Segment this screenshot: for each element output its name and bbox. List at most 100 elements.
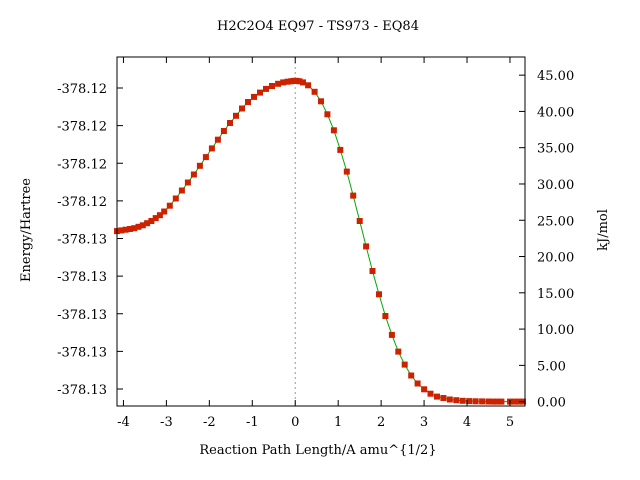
right-tick-label: 35.00 xyxy=(537,142,574,157)
data-point xyxy=(421,386,428,393)
data-point xyxy=(427,390,434,397)
data-point xyxy=(131,225,138,232)
left-tick-label: -378.12 xyxy=(57,195,107,210)
data-point xyxy=(356,218,363,224)
left-tick-label: -378.13 xyxy=(57,233,107,248)
data-point xyxy=(408,372,415,379)
right-tick-label: 15.00 xyxy=(537,287,574,302)
right-tick-label: 5.00 xyxy=(537,359,566,374)
tick-layer: -4 -3 -2 -1 0 1 2 3 4 5 45.00 40.00 35.00 30.00 25.00 2… xyxy=(57,57,574,430)
data-point xyxy=(489,398,496,405)
data-point xyxy=(440,395,447,401)
data-point xyxy=(208,145,215,152)
data-point xyxy=(388,331,395,338)
data-point xyxy=(311,88,318,95)
data-point xyxy=(152,215,159,222)
data-point xyxy=(275,80,282,87)
x-tick-label: 5 xyxy=(506,415,514,430)
data-point xyxy=(343,168,350,175)
data-point xyxy=(498,398,505,405)
x-tick-label: 0 xyxy=(291,415,299,430)
data-point xyxy=(479,398,486,405)
left-tick-label: -378.13 xyxy=(57,383,107,398)
left-tick-label: -378.12 xyxy=(57,120,107,135)
data-point xyxy=(233,112,239,119)
left-tick-label: -378.13 xyxy=(57,308,107,323)
data-point xyxy=(401,361,408,368)
x-tick-label: 3 xyxy=(420,415,428,430)
data-point xyxy=(227,120,233,126)
data-point xyxy=(156,212,163,219)
data-point xyxy=(161,208,168,215)
right-tick-label: 30.00 xyxy=(537,178,574,193)
data-point xyxy=(280,79,287,86)
right-tick-label: 10.00 xyxy=(537,323,574,338)
x-tick-label: -4 xyxy=(117,415,130,430)
right-tick-label: 0.00 xyxy=(537,396,566,411)
axis-layer xyxy=(116,56,526,407)
data-point xyxy=(184,179,191,186)
data-point xyxy=(305,82,312,89)
y-axis-right-label: kJ/mol xyxy=(596,209,611,251)
data-point xyxy=(148,218,155,224)
data-point xyxy=(324,111,331,118)
data-point xyxy=(172,195,179,202)
data-point xyxy=(122,226,129,233)
data-point xyxy=(135,223,142,230)
left-tick-label: -378.12 xyxy=(57,82,107,97)
x-tick-label: -1 xyxy=(246,415,259,430)
right-tick-label: 40.00 xyxy=(537,105,574,120)
data-point xyxy=(245,99,251,105)
data-point xyxy=(318,98,324,105)
data-point xyxy=(139,222,146,229)
data-point xyxy=(382,313,389,319)
x-tick-label: -2 xyxy=(203,415,216,430)
data-point xyxy=(330,127,337,134)
data-point xyxy=(414,380,421,387)
data-point xyxy=(239,105,245,112)
data-point xyxy=(363,243,370,250)
data-point xyxy=(118,227,125,234)
data-point xyxy=(459,397,466,404)
data-point xyxy=(434,393,440,400)
data-point xyxy=(395,348,402,355)
data-point xyxy=(296,78,303,85)
right-tick-label: 25.00 xyxy=(537,214,574,229)
data-point xyxy=(269,83,275,89)
data-point xyxy=(257,89,263,96)
data-point xyxy=(284,78,291,85)
data-point xyxy=(300,79,306,86)
chart-title: H2C2O4 EQ97 - TS973 - EQ84 xyxy=(217,19,419,34)
x-tick-label: 1 xyxy=(334,415,342,430)
data-point xyxy=(494,398,501,405)
data-point xyxy=(144,220,151,227)
data-point xyxy=(337,146,344,153)
data-point xyxy=(202,154,209,161)
left-tick-label: -378.13 xyxy=(57,345,107,360)
data-point xyxy=(350,192,357,199)
x-tick-label: 4 xyxy=(463,415,471,430)
data-point xyxy=(178,187,185,194)
left-tick-label: -378.13 xyxy=(57,270,107,285)
data-point xyxy=(376,291,382,298)
x-tick-label: -3 xyxy=(160,415,173,430)
y-axis-left-label: Energy/Hartree xyxy=(19,178,34,282)
data-point xyxy=(263,85,269,92)
plot-frame xyxy=(116,56,526,407)
right-tick-label: 20.00 xyxy=(537,251,574,266)
x-axis-label: Reaction Path Length/A amu^{1/2} xyxy=(199,443,436,458)
data-point xyxy=(166,202,173,209)
data-point xyxy=(220,128,227,134)
data-point xyxy=(511,398,518,405)
data-point xyxy=(446,396,453,403)
marker-layer xyxy=(114,77,526,405)
data-point xyxy=(190,171,197,178)
data-point xyxy=(251,93,257,100)
data-point xyxy=(196,162,203,169)
data-point xyxy=(466,398,473,405)
data-point xyxy=(515,398,522,405)
left-tick-label: -378.12 xyxy=(57,157,107,172)
